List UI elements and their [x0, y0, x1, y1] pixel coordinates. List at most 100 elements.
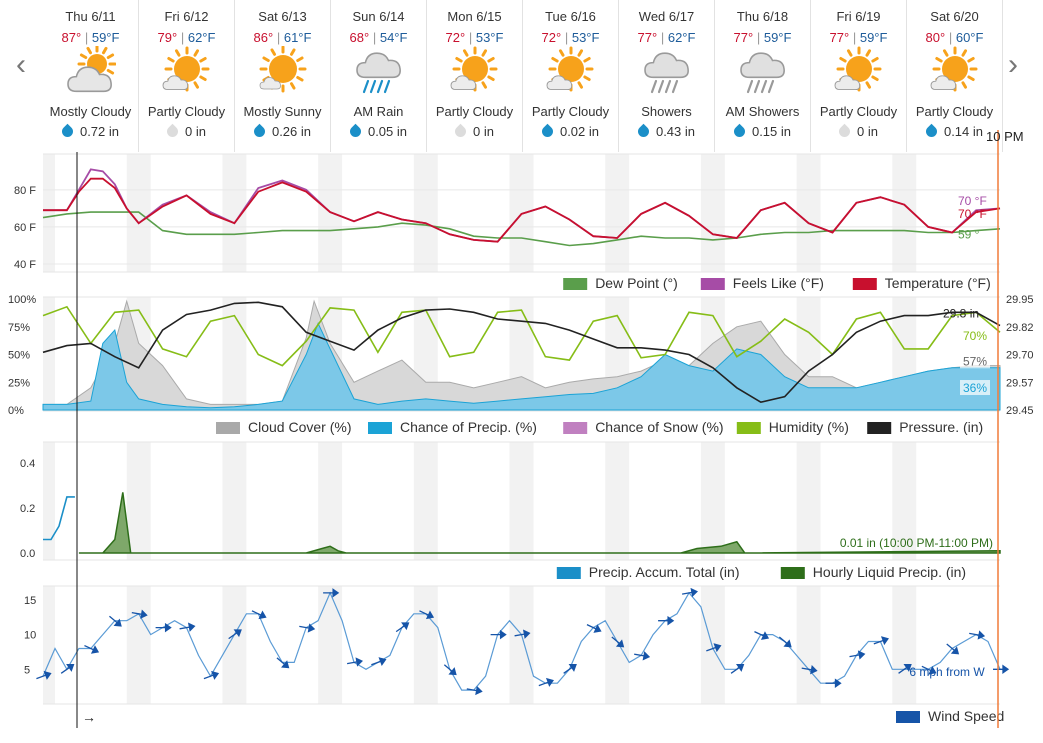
high-temp: 72°: [445, 30, 466, 45]
partly-cloudy-icon: [162, 46, 212, 96]
wind-arrow-icon: [490, 629, 507, 640]
wind-arrow-icon: [825, 678, 842, 688]
condition-label: Partly Cloudy: [435, 104, 514, 119]
legend-swatch: [700, 278, 725, 290]
low-temp: 59°F: [91, 30, 120, 45]
day-name: Sat 6/13: [258, 9, 307, 24]
high-temp: 86°: [253, 30, 274, 45]
night-band: [605, 442, 630, 560]
wind-arrow-icon: [323, 588, 340, 598]
wind-arrow-icon: [60, 664, 75, 674]
prev-arrow-icon[interactable]: ‹: [16, 48, 26, 81]
day-name: Sun 6/14: [352, 9, 405, 24]
end-label: 59 °: [958, 227, 980, 241]
forecast-day[interactable]: Wed 6/17 77° | 62°F Showers 0.43 in: [619, 0, 715, 152]
night-band: [222, 442, 247, 560]
low-temp: 59°F: [763, 30, 792, 45]
forecast-day[interactable]: Sat 6/20 80° | 60°F Partly Cloudy 0.14 in: [907, 0, 1003, 152]
rain-icon: [354, 46, 404, 96]
y-tick-label-right: 29.57: [1006, 377, 1034, 389]
wind-arrow-icon: [251, 610, 267, 620]
precip-amount: 0.02 in: [523, 123, 618, 140]
day-name: Thu 6/11: [65, 9, 116, 24]
night-band: [892, 154, 917, 272]
night-band: [796, 442, 821, 560]
precip-amount: 0.14 in: [907, 123, 1002, 140]
wind-arrow-icon: [538, 677, 554, 687]
night-band: [126, 442, 151, 560]
day-name: Wed 6/17: [638, 9, 695, 24]
day-name: Sat 6/20: [930, 9, 979, 24]
low-temp: 61°F: [283, 30, 312, 45]
forecast-day[interactable]: Fri 6/19 77° | 59°F Partly Cloudy 0 in: [811, 0, 907, 152]
high-temp: 77°: [733, 30, 754, 45]
night-band: [605, 586, 630, 704]
end-label-bg: [960, 327, 990, 343]
wind-arrow-icon: [346, 657, 363, 667]
high-temp: 79°: [157, 30, 178, 45]
forecast-day[interactable]: Thu 6/18 77° | 59°F AM Showers 0.15 in: [715, 0, 811, 152]
wind-arrow-icon: [466, 685, 483, 696]
night-band: [43, 154, 55, 272]
forecast-day[interactable]: Sun 6/14 68° | 54°F AM Rain 0.05 in: [331, 0, 427, 152]
wind-arrow-icon: [514, 629, 531, 639]
end-label-bg: [960, 380, 990, 396]
night-band: [413, 442, 438, 560]
low-temp: 62°F: [667, 30, 696, 45]
wind-arrow-icon: [84, 644, 100, 654]
legend-label: Hourly Liquid Precip. (in): [813, 564, 966, 580]
wind-arrow-icon: [131, 609, 148, 619]
high-temp: 87°: [61, 30, 82, 45]
end-label: 29.8 in: [943, 306, 979, 320]
precip-amount: 0 in: [427, 123, 522, 140]
pressure-line: [42, 301, 1001, 404]
wind-arrow-icon: [395, 622, 410, 633]
wind-arrow-icon: [730, 664, 745, 674]
forecast-day[interactable]: Thu 6/11 87° | 59°F Mostly Cloudy 0.72 in: [43, 0, 139, 152]
low-temp: 53°F: [571, 30, 600, 45]
y-tick-label: 75%: [8, 322, 30, 334]
day-name: Fri 6/19: [836, 9, 881, 24]
wind-arrow-icon: [801, 665, 818, 675]
next-arrow-icon[interactable]: ›: [1008, 48, 1018, 81]
legend-swatch: [780, 567, 805, 579]
wind-arrow-icon: [681, 587, 698, 598]
mostly-cloudy-icon: [66, 44, 117, 96]
y-tick-label-right: 29.70: [1006, 350, 1034, 362]
y-tick-label: 0.0: [20, 548, 35, 560]
night-band: [126, 586, 151, 704]
partly-cloudy-icon: [834, 46, 884, 96]
legend-swatch: [368, 422, 392, 434]
wind-arrow-icon: [778, 636, 792, 648]
night-band: [43, 586, 55, 704]
day-temps: 77° | 59°F: [733, 30, 792, 45]
end-label: 70 °F: [958, 207, 987, 221]
day-temps: 86° | 61°F: [253, 30, 312, 45]
wind-arrow-icon: [276, 657, 290, 669]
precip-amount: 0.43 in: [619, 123, 714, 140]
current-time-label: 10 PM: [986, 129, 1024, 144]
y-tick-label: 40 F: [14, 259, 36, 271]
forecast-strip: Thu 6/11 87° | 59°F Mostly Cloudy 0.72 in Fr…: [43, 0, 1003, 152]
condition-label: AM Showers: [725, 104, 800, 119]
night-band: [892, 442, 917, 560]
day-temps: 77° | 62°F: [637, 30, 696, 45]
forecast-day[interactable]: Fri 6/12 79° | 62°F Partly Cloudy 0 in: [139, 0, 235, 152]
showers-icon: [738, 46, 788, 96]
night-band: [605, 154, 630, 272]
day-name: Mon 6/15: [447, 9, 502, 24]
forecast-day[interactable]: Mon 6/15 72° | 53°F Partly Cloudy 0 in: [427, 0, 523, 152]
forecast-day[interactable]: Sat 6/13 86° | 61°F Mostly Sunny 0.26 in: [235, 0, 331, 152]
wind-arrow-icon: [611, 636, 625, 648]
wind-arrow-icon: [946, 643, 960, 655]
forecast-day[interactable]: Tue 6/16 72° | 53°F Partly Cloudy 0.02 in: [523, 0, 619, 152]
legend-label: Precip. Accum. Total (in): [589, 564, 740, 580]
showers-icon: [642, 46, 692, 96]
series-line: [43, 177, 1001, 243]
y-tick-label-right: 29.82: [1006, 322, 1034, 334]
precip-amount: 0 in: [139, 123, 234, 140]
condition-label: Mostly Cloudy: [49, 104, 132, 119]
high-temp: 72°: [541, 30, 562, 45]
precip-accum-line: [43, 496, 75, 541]
day-temps: 87° | 59°F: [61, 30, 120, 45]
